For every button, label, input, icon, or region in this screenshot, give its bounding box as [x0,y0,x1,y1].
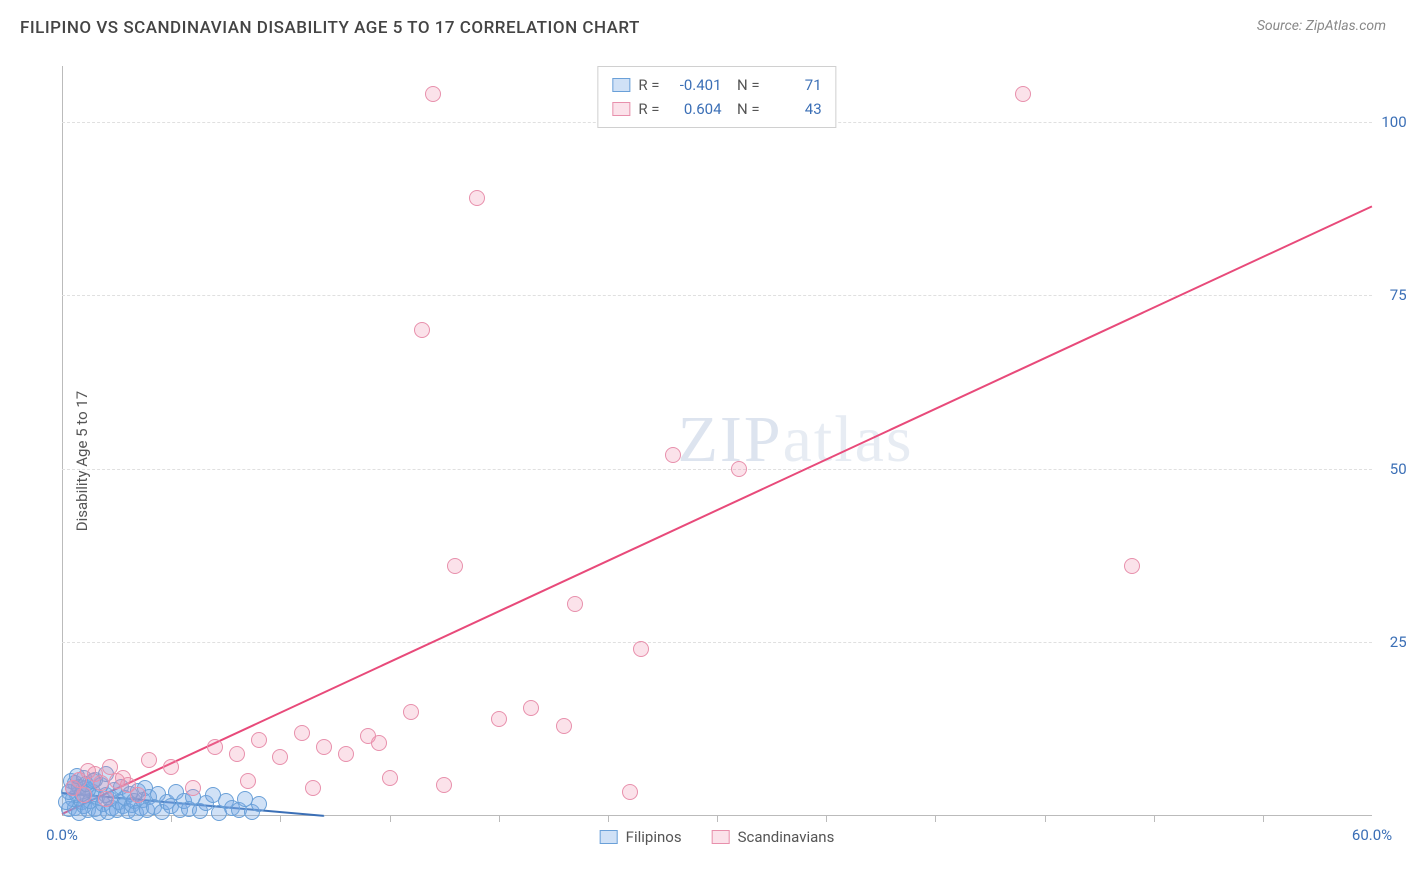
n-value: 71 [768,73,822,97]
x-tick [1263,816,1264,822]
legend-swatch [612,102,630,116]
data-point [371,735,387,751]
r-value: 0.604 [668,97,722,121]
chart-area: Disability Age 5 to 17 ZIPatlas 25.0%50.… [20,48,1386,873]
data-point [316,739,332,755]
data-point [93,775,109,791]
r-value: -0.401 [668,73,722,97]
data-point [251,796,267,812]
n-label: N = [730,97,760,121]
data-point [80,763,96,779]
data-point [469,190,485,206]
y-tick-label: 50.0% [1390,460,1406,478]
series-legend: Filipinos Scandinavians [600,828,835,846]
data-point [1015,86,1031,102]
gridline [62,469,1372,470]
correlation-legend-row: R = -0.401 N = 71 [612,73,821,97]
data-point [425,86,441,102]
data-point [185,780,201,796]
data-point [240,773,256,789]
chart-header: FILIPINO VS SCANDINAVIAN DISABILITY AGE … [0,0,1406,38]
data-point [141,752,157,768]
r-label: R = [638,97,659,121]
data-point [1124,558,1140,574]
data-point [98,791,114,807]
y-axis-line [62,66,63,816]
data-point [338,746,354,762]
legend-swatch [612,78,630,92]
data-point [447,558,463,574]
trend-line [62,205,1373,814]
watermark: ZIPatlas [678,402,914,478]
data-point [207,739,223,755]
x-tick [717,816,718,822]
x-tick [171,816,172,822]
source-prefix: Source: [1257,18,1306,34]
x-tick [499,816,500,822]
data-point [382,770,398,786]
r-label: R = [638,73,659,97]
chart-title: FILIPINO VS SCANDINAVIAN DISABILITY AGE … [20,18,640,38]
correlation-legend-row: R = 0.604 N = 43 [612,97,821,121]
n-label: N = [730,73,760,97]
data-point [556,718,572,734]
x-tick [280,816,281,822]
data-point [115,770,131,786]
data-point [294,725,310,741]
x-tick [608,816,609,822]
series-legend-label: Filipinos [626,828,682,846]
data-point [414,322,430,338]
data-point [622,784,638,800]
plot-region: ZIPatlas 25.0%50.0%75.0%100.0%0.0%60.0%R… [62,66,1372,846]
gridline [62,642,1372,643]
x-tick-label: 0.0% [46,826,78,844]
y-tick-label: 75.0% [1390,286,1406,304]
data-point [130,787,146,803]
data-point [665,447,681,463]
series-legend-item: Scandinavians [712,828,835,846]
data-point [731,461,747,477]
data-point [567,596,583,612]
n-value: 43 [768,97,822,121]
data-point [163,759,179,775]
data-point [272,749,288,765]
data-point [436,777,452,793]
y-tick-label: 100.0% [1381,113,1406,131]
x-tick [390,816,391,822]
trend-line [324,815,325,817]
legend-swatch [600,830,618,844]
data-point [403,704,419,720]
y-tick-label: 25.0% [1390,633,1406,651]
x-tick [1154,816,1155,822]
data-point [633,641,649,657]
x-tick [1045,816,1046,822]
series-legend-label: Scandinavians [738,828,835,846]
series-legend-item: Filipinos [600,828,682,846]
data-point [491,711,507,727]
watermark-atlas: atlas [783,403,914,476]
data-point [305,780,321,796]
x-tick-label: 60.0% [1352,826,1392,844]
x-tick [826,816,827,822]
data-point [523,700,539,716]
source-name: ZipAtlas.com [1306,18,1386,34]
x-tick [935,816,936,822]
watermark-zip: ZIP [678,403,783,476]
data-point [251,732,267,748]
legend-swatch [712,830,730,844]
chart-source: Source: ZipAtlas.com [1257,18,1386,34]
data-point [76,787,92,803]
data-point [229,746,245,762]
correlation-legend: R = -0.401 N = 71 R = 0.604 N = 43 [597,66,836,128]
